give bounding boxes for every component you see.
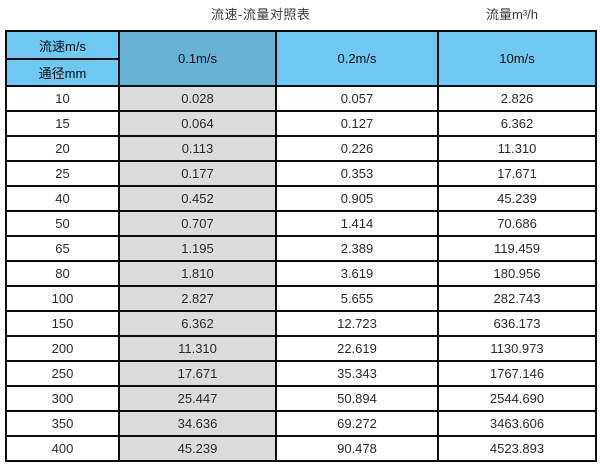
flow-value-cell-10ms: 70.686 <box>437 210 597 237</box>
table-header: 流速m/s 0.1m/s 0.2m/s 10m/s 通径mm <box>5 30 597 87</box>
flow-value-cell-0p1ms: 0.452 <box>118 185 277 212</box>
diameter-cell: 250 <box>5 360 120 387</box>
diameter-cell: 50 <box>5 210 120 237</box>
flow-value-cell-0p2ms: 0.353 <box>275 160 439 187</box>
column-header-0p2ms: 0.2m/s <box>275 30 439 87</box>
diameter-cell: 300 <box>5 385 120 412</box>
flow-value-cell-10ms: 1130.973 <box>437 335 597 362</box>
column-header-10ms: 10m/s <box>437 30 597 87</box>
flow-value-cell-0p2ms: 0.905 <box>275 185 439 212</box>
flow-value-cell-0p1ms: 6.362 <box>118 310 277 337</box>
table-row: 25 0.177 0.353 17.671 <box>5 160 597 187</box>
table-body: 10 0.028 0.057 2.826 15 0.064 0.127 6.36… <box>5 85 597 462</box>
flow-value-cell-10ms: 4523.893 <box>437 435 597 462</box>
flow-value-cell-0p2ms: 2.389 <box>275 235 439 262</box>
flow-value-cell-0p2ms: 1.414 <box>275 210 439 237</box>
page-title: 流速-流量对照表 <box>211 7 311 22</box>
flow-value-cell-0p2ms: 22.619 <box>275 335 439 362</box>
diameter-cell: 15 <box>5 110 120 137</box>
flow-value-cell-10ms: 11.310 <box>437 135 597 162</box>
table-row: 100 2.827 5.655 282.743 <box>5 285 597 312</box>
flow-value-cell-0p1ms: 0.707 <box>118 210 277 237</box>
flow-value-cell-0p1ms: 0.113 <box>118 135 277 162</box>
table-row: 200 11.310 22.619 1130.973 <box>5 335 597 362</box>
table-row: 300 25.447 50.894 2544.690 <box>5 385 597 412</box>
table-row: 250 17.671 35.343 1767.146 <box>5 360 597 387</box>
flow-value-cell-10ms: 180.956 <box>437 260 597 287</box>
flow-value-cell-10ms: 6.362 <box>437 110 597 137</box>
flow-value-cell-0p2ms: 0.127 <box>275 110 439 137</box>
flow-value-cell-0p1ms: 0.177 <box>118 160 277 187</box>
diameter-cell: 40 <box>5 185 120 212</box>
corner-diameter-label: 通径mm <box>5 58 120 87</box>
diameter-cell: 400 <box>5 435 120 462</box>
flow-value-cell-0p1ms: 1.810 <box>118 260 277 287</box>
header-row-bottom: 通径mm <box>5 58 596 87</box>
flow-value-cell-10ms: 282.743 <box>437 285 597 312</box>
column-header-0p1ms: 0.1m/s <box>118 30 277 87</box>
diameter-cell: 10 <box>5 85 120 112</box>
flow-value-cell-0p2ms: 90.478 <box>275 435 439 462</box>
table-row: 65 1.195 2.389 119.459 <box>5 235 597 262</box>
flow-value-cell-10ms: 636.173 <box>437 310 597 337</box>
flow-value-cell-0p2ms: 0.057 <box>275 85 439 112</box>
diameter-cell: 350 <box>5 410 120 437</box>
flow-value-cell-10ms: 2544.690 <box>437 385 597 412</box>
flow-value-cell-0p1ms: 11.310 <box>118 335 277 362</box>
flow-conversion-table: 流速m/s 0.1m/s 0.2m/s 10m/s 通径mm 10 0.028 … <box>5 30 597 462</box>
table-row: 350 34.636 69.272 3463.606 <box>5 410 597 437</box>
flow-value-cell-10ms: 119.459 <box>437 235 597 262</box>
flow-value-cell-0p1ms: 1.195 <box>118 235 277 262</box>
flow-value-cell-10ms: 17.671 <box>437 160 597 187</box>
table-row: 10 0.028 0.057 2.826 <box>5 85 597 112</box>
flow-unit-label: 流量m³/h <box>486 7 539 22</box>
flow-value-cell-10ms: 3463.606 <box>437 410 597 437</box>
table-row: 15 0.064 0.127 6.362 <box>5 110 597 137</box>
flow-value-cell-10ms: 1767.146 <box>437 360 597 387</box>
table-row: 20 0.113 0.226 11.310 <box>5 135 597 162</box>
diameter-cell: 100 <box>5 285 120 312</box>
flow-value-cell-0p1ms: 0.064 <box>118 110 277 137</box>
corner-velocity-label: 流速m/s <box>5 30 120 60</box>
flow-value-cell-0p1ms: 25.447 <box>118 385 277 412</box>
flow-value-cell-0p2ms: 3.619 <box>275 260 439 287</box>
flow-value-cell-0p2ms: 50.894 <box>275 385 439 412</box>
table-row: 150 6.362 12.723 636.173 <box>5 310 597 337</box>
flow-value-cell-0p2ms: 35.343 <box>275 360 439 387</box>
table-row: 40 0.452 0.905 45.239 <box>5 185 597 212</box>
flow-value-cell-0p1ms: 17.671 <box>118 360 277 387</box>
diameter-cell: 80 <box>5 260 120 287</box>
flow-value-cell-0p2ms: 5.655 <box>275 285 439 312</box>
diameter-cell: 65 <box>5 235 120 262</box>
table-row: 80 1.810 3.619 180.956 <box>5 260 597 287</box>
header-row-top: 流速m/s 0.1m/s 0.2m/s 10m/s <box>5 30 597 87</box>
flow-value-cell-10ms: 2.826 <box>437 85 597 112</box>
diameter-cell: 20 <box>5 135 120 162</box>
flow-value-cell-0p1ms: 2.827 <box>118 285 277 312</box>
table-row: 400 45.239 90.478 4523.893 <box>5 435 597 462</box>
flow-value-cell-0p1ms: 45.239 <box>118 435 277 462</box>
diameter-cell: 150 <box>5 310 120 337</box>
flow-value-cell-0p2ms: 0.226 <box>275 135 439 162</box>
flow-value-cell-0p1ms: 34.636 <box>118 410 277 437</box>
flow-value-cell-0p2ms: 69.272 <box>275 410 439 437</box>
table-row: 50 0.707 1.414 70.686 <box>5 210 597 237</box>
flow-value-cell-0p2ms: 12.723 <box>275 310 439 337</box>
flow-value-cell-10ms: 45.239 <box>437 185 597 212</box>
diameter-cell: 200 <box>5 335 120 362</box>
diameter-cell: 25 <box>5 160 120 187</box>
flow-value-cell-0p1ms: 0.028 <box>118 85 277 112</box>
